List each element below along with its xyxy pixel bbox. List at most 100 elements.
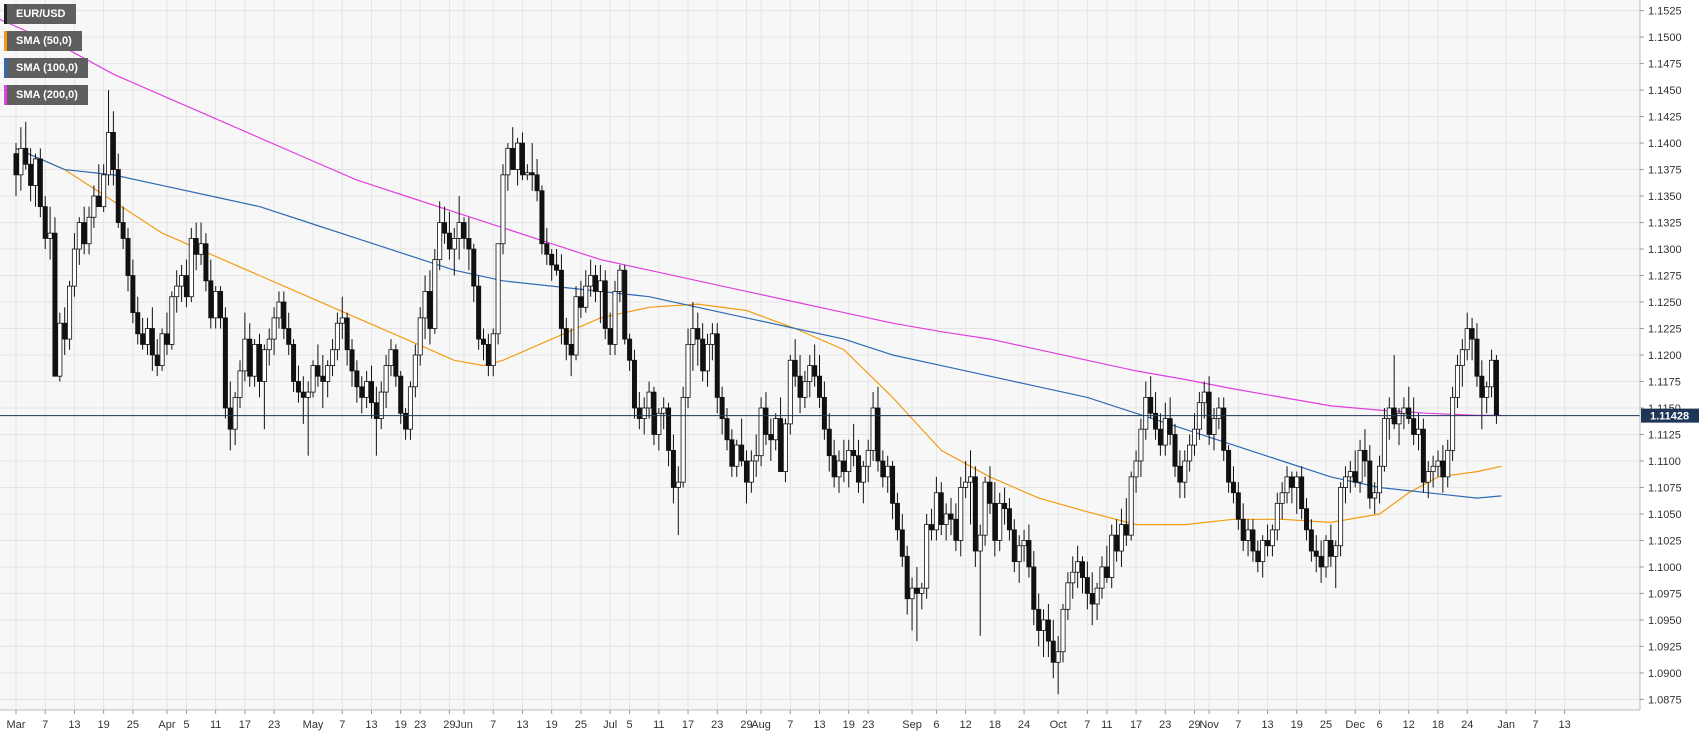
- candle: [334, 312, 340, 361]
- candle-body: [1333, 545, 1339, 557]
- candle: [1226, 445, 1232, 493]
- candle: [719, 386, 725, 435]
- candle: [222, 307, 228, 419]
- candle: [821, 381, 827, 440]
- candle-body: [792, 359, 798, 377]
- candle: [140, 317, 146, 350]
- x-tick-label: 29: [443, 719, 455, 731]
- candle: [144, 317, 150, 355]
- candle-body: [1002, 502, 1008, 510]
- y-tick-label: 1.1500: [1648, 32, 1682, 44]
- candle-body: [76, 222, 82, 250]
- candle-body: [378, 391, 384, 419]
- candle: [485, 333, 491, 377]
- y-tick-label: 1.1000: [1648, 562, 1682, 574]
- candle-body: [1089, 593, 1095, 605]
- x-tick-label: 13: [516, 719, 528, 731]
- candle-body: [992, 502, 998, 541]
- candle: [1294, 471, 1300, 514]
- x-tick-label: 23: [711, 719, 723, 731]
- candle: [602, 270, 608, 340]
- candle-body: [1338, 487, 1344, 547]
- candle-body: [700, 338, 706, 372]
- candle-body: [354, 370, 360, 388]
- legend-item-sma-200[interactable]: SMA (200,0): [4, 85, 88, 105]
- candle-body: [52, 232, 58, 377]
- candle: [924, 513, 930, 599]
- candle-body: [1123, 524, 1129, 536]
- candle: [817, 355, 823, 408]
- candle: [1045, 604, 1051, 658]
- x-tick-label: 7: [42, 719, 48, 731]
- candle-body: [1041, 619, 1047, 631]
- candle-body: [1489, 359, 1495, 388]
- candle: [812, 344, 818, 387]
- candle-body: [812, 365, 818, 377]
- candle: [666, 402, 672, 467]
- candle-body: [427, 291, 433, 329]
- candle-body: [870, 407, 876, 451]
- candle: [1021, 529, 1027, 562]
- candle-body: [695, 328, 701, 340]
- candle: [1269, 524, 1275, 557]
- candle-body: [680, 396, 686, 483]
- candle: [1420, 418, 1426, 493]
- x-tick-label: Apr: [158, 719, 175, 731]
- candle: [505, 143, 511, 191]
- x-tick-label: 13: [1558, 719, 1570, 731]
- candle-body: [958, 487, 964, 541]
- candle-body: [1299, 476, 1305, 510]
- candle-body: [748, 460, 754, 483]
- candle-body: [1269, 529, 1275, 547]
- candle-body: [1006, 508, 1012, 531]
- candle: [106, 90, 112, 186]
- sma-line: [0, 18, 1502, 416]
- candle-body: [1192, 428, 1198, 446]
- candle-body: [724, 418, 730, 441]
- candle-body: [291, 344, 297, 382]
- candle: [607, 312, 613, 355]
- candle: [1002, 487, 1008, 525]
- candle: [855, 439, 861, 493]
- candle-body: [179, 275, 185, 287]
- candle-body: [1396, 412, 1402, 425]
- candle-body: [208, 280, 214, 319]
- legend-item-sma-100[interactable]: SMA (100,0): [4, 58, 88, 78]
- candle-body: [734, 444, 740, 467]
- y-tick-label: 1.0875: [1648, 694, 1682, 706]
- candle: [758, 397, 764, 467]
- candle: [554, 249, 560, 276]
- candle-body: [651, 391, 657, 435]
- candle: [792, 339, 798, 387]
- candle: [802, 370, 808, 408]
- x-tick-label: 19: [843, 719, 855, 731]
- candle-body: [890, 465, 896, 504]
- candle-body: [81, 222, 87, 245]
- candle-body: [607, 328, 613, 345]
- candle: [383, 355, 389, 408]
- candle: [1430, 455, 1436, 488]
- y-tick-label: 1.1025: [1648, 535, 1682, 547]
- candle: [1036, 593, 1042, 647]
- x-tick-label: 7: [1235, 719, 1241, 731]
- candle-body: [1114, 534, 1120, 552]
- candle: [982, 476, 988, 546]
- x-tick-label: Dec: [1345, 719, 1365, 731]
- candle-body: [573, 296, 579, 356]
- legend-item-eurusd[interactable]: EUR/USD: [4, 4, 76, 24]
- candle: [23, 121, 29, 170]
- candle: [71, 233, 77, 297]
- candle-body: [144, 328, 150, 345]
- candle: [67, 280, 73, 350]
- candle: [373, 386, 379, 456]
- candle-body: [1406, 407, 1412, 419]
- candle: [1177, 450, 1183, 499]
- candle-body: [1021, 540, 1027, 547]
- candle-body: [529, 172, 535, 176]
- legend-item-sma-50[interactable]: SMA (50,0): [4, 31, 82, 51]
- candle-body: [13, 153, 19, 176]
- candle: [1099, 556, 1105, 599]
- candle-body: [817, 375, 823, 398]
- candle: [32, 153, 38, 207]
- candle-body: [344, 317, 350, 351]
